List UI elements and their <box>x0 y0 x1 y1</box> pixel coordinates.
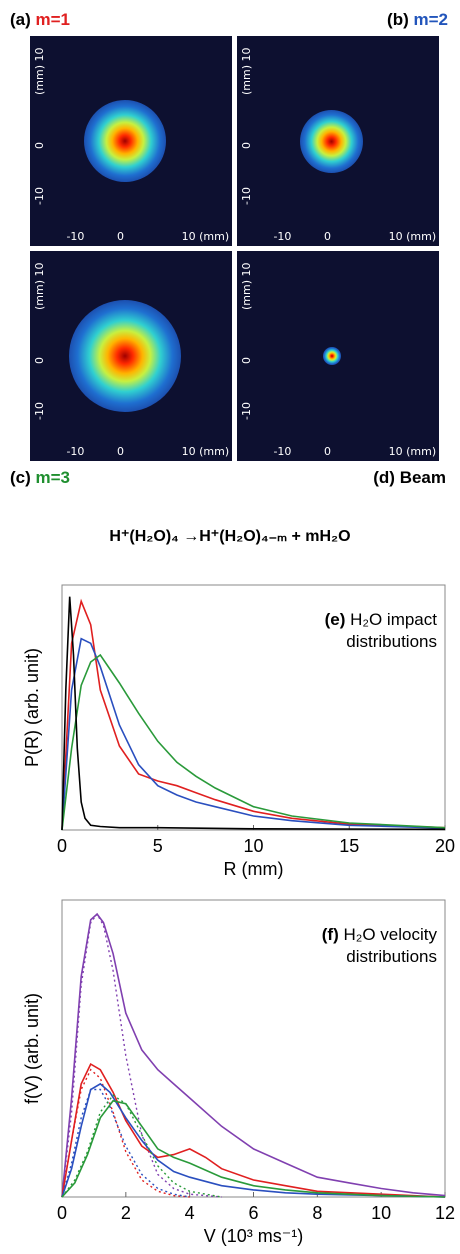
heatmap-m1: -10 0 10 (mm) (mm) 10 0 -10 <box>30 36 232 246</box>
heat-y-tick: -10 <box>33 402 46 421</box>
x-tick-label: 10 <box>371 1203 391 1223</box>
heat-x-tick: 10 (mm) <box>181 230 230 243</box>
x-tick-label: 0 <box>57 1203 67 1223</box>
heat-y-tick: 0 <box>240 356 253 364</box>
chart-impact-distributions: 0 5 10 15 20 R (mm) P(R) (arb. unit) (e) H₂O im… <box>22 584 455 879</box>
reaction-products: H⁺(H₂O)₄₋ₘ + mH₂O <box>199 528 351 545</box>
panel-c-label: (c) m=3 <box>10 468 71 487</box>
reaction-equation: H⁺(H₂O)₄ →H⁺(H₂O)₄₋ₘ + mH₂O <box>0 526 460 546</box>
series-line-4 <box>61 1068 190 1198</box>
heat-x-tick: -10 <box>66 445 85 458</box>
heat-x-tick: 0 <box>323 230 331 243</box>
x-axis-label: V (10³ ms⁻¹) <box>204 1226 304 1246</box>
reaction-reactant: H⁺(H₂O)₄ <box>109 528 179 545</box>
series-line-2 <box>61 637 446 831</box>
x-tick-label: 10 <box>243 836 263 856</box>
x-tick-label: 12 <box>435 1203 455 1223</box>
annotation-tag: (f) <box>322 925 344 944</box>
annotation-text: H₂O velocity <box>343 925 437 944</box>
series-line-2 <box>61 912 222 1198</box>
panel-a-label: (a) m=1 <box>10 10 71 29</box>
x-tick-label: 4 <box>185 1203 195 1223</box>
heat-spot <box>83 99 167 183</box>
heat-x-tick: -10 <box>273 230 292 243</box>
series-line-8 <box>61 1094 222 1198</box>
chart-annotation-line1: (f) H₂O velocity <box>322 925 438 944</box>
annotation-tag: (e) <box>325 610 351 629</box>
x-tick-label: 8 <box>312 1203 322 1223</box>
chart-annotation-line2: distributions <box>346 947 437 966</box>
heatmap-beam: -10 0 10 (mm) (mm) 10 0 -10 <box>237 251 439 461</box>
panel-d-label: (d) Beam <box>373 468 446 487</box>
heat-y-tick: (mm) 10 <box>33 46 46 95</box>
heatmap-m3: -10 0 10 (mm) (mm) 10 0 -10 <box>30 251 232 461</box>
series-line-6 <box>61 1088 190 1198</box>
x-axis-label: R (mm) <box>224 859 284 879</box>
heat-y-tick: -10 <box>240 187 253 206</box>
x-tick-label: 20 <box>435 836 455 856</box>
heat-y-tick: -10 <box>33 187 46 206</box>
series-line-3 <box>61 1062 446 1198</box>
heat-y-tick: (mm) 10 <box>240 46 253 95</box>
heat-y-tick: 0 <box>33 141 46 149</box>
heat-spot <box>322 347 341 365</box>
heat-x-tick: 0 <box>323 445 331 458</box>
series-line-4 <box>61 596 446 831</box>
y-axis-label: P(R) (arb. unit) <box>22 648 42 767</box>
heatmap-m2: -10 0 10 (mm) (mm) 10 0 -10 <box>237 36 439 246</box>
series-line-1 <box>61 912 446 1198</box>
heat-x-tick: 10 (mm) <box>388 445 437 458</box>
heat-spot <box>68 299 182 413</box>
x-tick-label: 6 <box>248 1203 258 1223</box>
reaction-arrow: → <box>183 528 200 545</box>
panel-b-label: (b) m=2 <box>387 10 448 29</box>
heat-x-tick: -10 <box>273 445 292 458</box>
series-line-1 <box>61 598 446 831</box>
annotation-text: H₂O impact <box>350 610 437 629</box>
heat-x-tick: 0 <box>116 230 124 243</box>
heat-y-tick: 0 <box>33 356 46 364</box>
x-tick-label: 2 <box>121 1203 131 1223</box>
plot-frame <box>61 899 446 1198</box>
heat-y-tick: (mm) 10 <box>240 261 253 310</box>
heat-x-tick: 0 <box>116 445 124 458</box>
chart-annotation-line2: distributions <box>346 632 437 651</box>
heat-x-tick: 10 (mm) <box>388 230 437 243</box>
heat-spot <box>300 109 364 173</box>
heat-x-tick: -10 <box>66 230 85 243</box>
chart-velocity-distributions: 0 2 4 6 8 10 12 V (10³ ms⁻¹) f(V) (arb. unit) (f)… <box>22 899 455 1246</box>
x-tick-label: 15 <box>339 836 359 856</box>
series-line-3 <box>61 653 446 831</box>
heat-x-tick: 10 (mm) <box>181 445 230 458</box>
y-axis-label: f(V) (arb. unit) <box>22 993 42 1104</box>
chart-annotation-line1: (e) H₂O impact <box>325 610 438 629</box>
heat-y-tick: 0 <box>240 141 253 149</box>
series-line-7 <box>61 1099 446 1198</box>
x-tick-label: 0 <box>57 836 67 856</box>
heat-y-tick: -10 <box>240 402 253 421</box>
heat-y-tick: (mm) 10 <box>33 261 46 310</box>
series-line-5 <box>61 1082 446 1198</box>
x-tick-label: 5 <box>153 836 163 856</box>
